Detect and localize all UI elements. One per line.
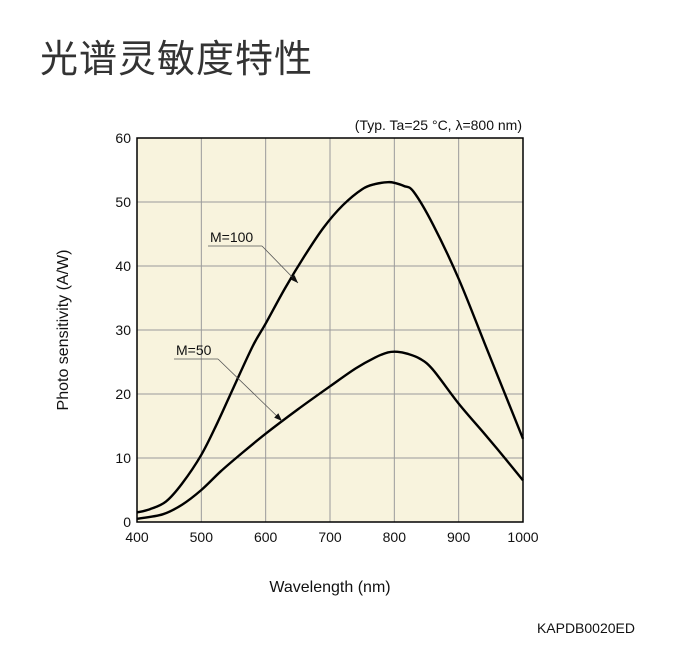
x-axis-label: Wavelength (nm): [269, 579, 390, 596]
plot-frame: [136, 137, 524, 523]
series-line-2: [136, 350, 524, 520]
document-code: KAPDB0020ED: [536, 620, 635, 636]
callout-leader: [217, 358, 283, 422]
series-label-1: M=100: [210, 229, 253, 245]
series-callouts: M=100 M=50: [174, 229, 299, 422]
y-tick-label: 40: [115, 258, 131, 274]
callout-arrowhead: [274, 413, 282, 421]
conditions-annotation: (Typ. Ta=25 °C, λ=800 nm): [355, 117, 522, 133]
x-tick-label: 400: [125, 529, 149, 545]
chart-grid: [137, 138, 523, 522]
x-tick-label: 500: [190, 529, 214, 545]
y-tick-label: 50: [115, 194, 131, 210]
page-title: 光谱灵敏度特性: [40, 37, 314, 81]
x-tick-label: 900: [447, 529, 471, 545]
y-tick-label: 0: [123, 514, 131, 530]
tick-labels: 400 500 600 700 800 900 1000 0 10 20 30 40 50 60: [115, 130, 538, 545]
callout-arrowhead: [290, 275, 298, 283]
y-axis-label: Photo sensitivity (A/W): [55, 250, 72, 411]
x-tick-label: 600: [254, 529, 278, 545]
y-tick-label: 30: [115, 322, 131, 338]
callout-leader: [261, 245, 299, 284]
series-label-2: M=50: [176, 342, 212, 358]
x-tick-label: 1000: [507, 529, 538, 545]
y-tick-label: 60: [115, 130, 131, 146]
x-tick-label: 700: [318, 529, 342, 545]
chart-curves: [136, 180, 525, 520]
y-tick-label: 20: [115, 386, 131, 402]
series-line-1: [136, 180, 525, 514]
x-tick-label: 800: [383, 529, 407, 545]
y-tick-label: 10: [115, 450, 131, 466]
